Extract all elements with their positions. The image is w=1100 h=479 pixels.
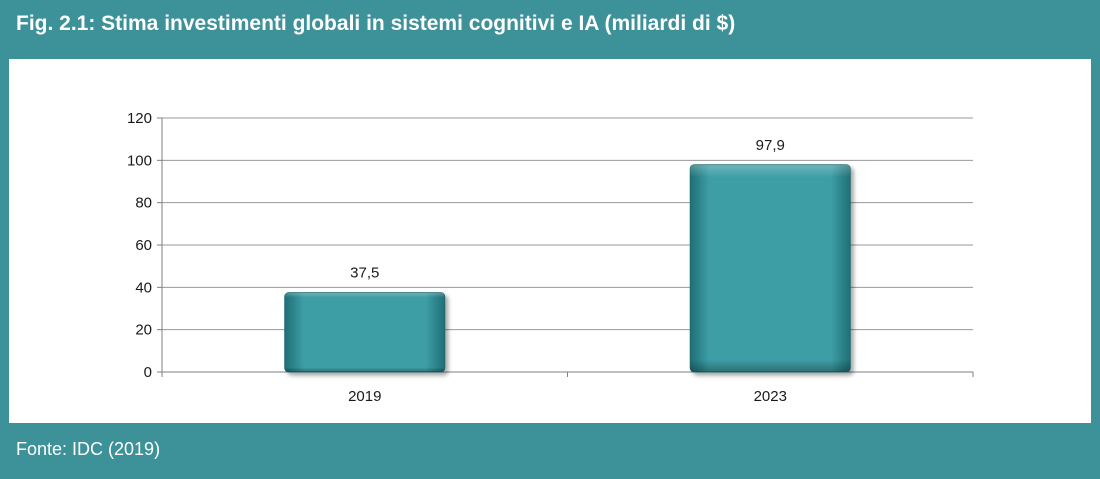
y-tick-label: 0 (144, 364, 152, 381)
bar-shade (690, 164, 851, 372)
y-tick-label: 100 (127, 152, 152, 169)
bar-shade (284, 292, 445, 372)
bar-2019 (284, 292, 446, 373)
y-tick-label: 40 (135, 279, 152, 296)
y-tick-label: 20 (135, 322, 152, 339)
data-label: 97,9 (756, 137, 785, 154)
bar-2023 (689, 164, 851, 373)
y-tick-labels: 0 20 40 60 80 100 120 (127, 110, 152, 381)
source-note: Fonte: IDC (2019) (16, 439, 161, 459)
bars (284, 164, 851, 373)
data-labels: 37,5 97,9 (350, 137, 785, 282)
x-tick-label: 2023 (754, 388, 787, 405)
gridlines (162, 117, 973, 331)
chart-title: Fig. 2.1: Stima investimenti globali in … (16, 12, 736, 35)
data-label: 37,5 (350, 265, 379, 282)
x-tick-labels: 2019 2023 (348, 388, 787, 405)
y-tick-label: 60 (135, 237, 152, 254)
x-tick-label: 2019 (348, 388, 381, 405)
y-tick-label: 80 (135, 195, 152, 212)
plot-area: 0 20 40 60 80 100 120 37,5 97,9 2019 2023 (9, 59, 1091, 423)
bar-chart: 0 20 40 60 80 100 120 37,5 97,9 2019 2023 (127, 110, 974, 405)
y-tick-label: 120 (127, 110, 152, 127)
